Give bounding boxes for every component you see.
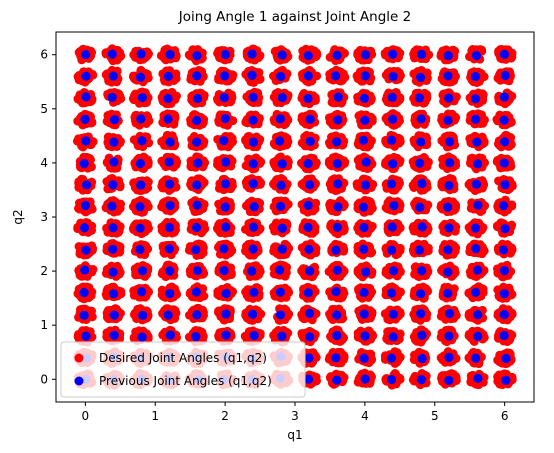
- desired-point: [241, 201, 251, 211]
- desired-point: [227, 134, 237, 143]
- desired-point: [87, 226, 97, 235]
- desired-point: [367, 114, 377, 124]
- desired-point: [226, 244, 236, 254]
- desired-point: [241, 241, 251, 251]
- desired-point: [311, 93, 320, 103]
- desired-point: [353, 265, 363, 275]
- desired-point: [223, 120, 232, 130]
- desired-point: [312, 71, 322, 81]
- desired-point: [186, 162, 196, 172]
- desired-point: [157, 202, 166, 212]
- desired-point: [131, 267, 140, 277]
- plot-points: [72, 44, 517, 390]
- desired-point: [192, 304, 202, 313]
- desired-point: [269, 178, 279, 188]
- desired-point: [73, 116, 83, 126]
- desired-point: [128, 224, 138, 233]
- desired-point: [395, 245, 405, 255]
- chart-title: Joing Angle 1 against Joint Angle 2: [178, 9, 411, 25]
- desired-point: [241, 287, 250, 297]
- desired-point: [353, 50, 362, 59]
- desired-point: [158, 224, 167, 233]
- desired-point: [284, 287, 294, 297]
- desired-point: [116, 137, 125, 146]
- desired-point: [298, 112, 307, 122]
- desired-point: [129, 290, 139, 300]
- desired-point: [129, 178, 139, 188]
- desired-point: [340, 157, 350, 167]
- desired-point: [280, 271, 290, 281]
- desired-point: [227, 93, 237, 103]
- desired-point: [394, 138, 404, 148]
- desired-point: [311, 52, 321, 61]
- desired-point: [143, 73, 153, 83]
- desired-point: [143, 183, 153, 193]
- desired-point: [157, 137, 167, 146]
- desired-point: [170, 111, 180, 120]
- desired-point: [144, 116, 154, 126]
- desired-point: [128, 94, 138, 104]
- desired-point: [184, 332, 194, 342]
- desired-point: [311, 161, 320, 170]
- desired-point: [200, 224, 210, 234]
- desired-point: [213, 160, 222, 170]
- desired-point: [282, 135, 292, 144]
- desired-point: [88, 312, 97, 322]
